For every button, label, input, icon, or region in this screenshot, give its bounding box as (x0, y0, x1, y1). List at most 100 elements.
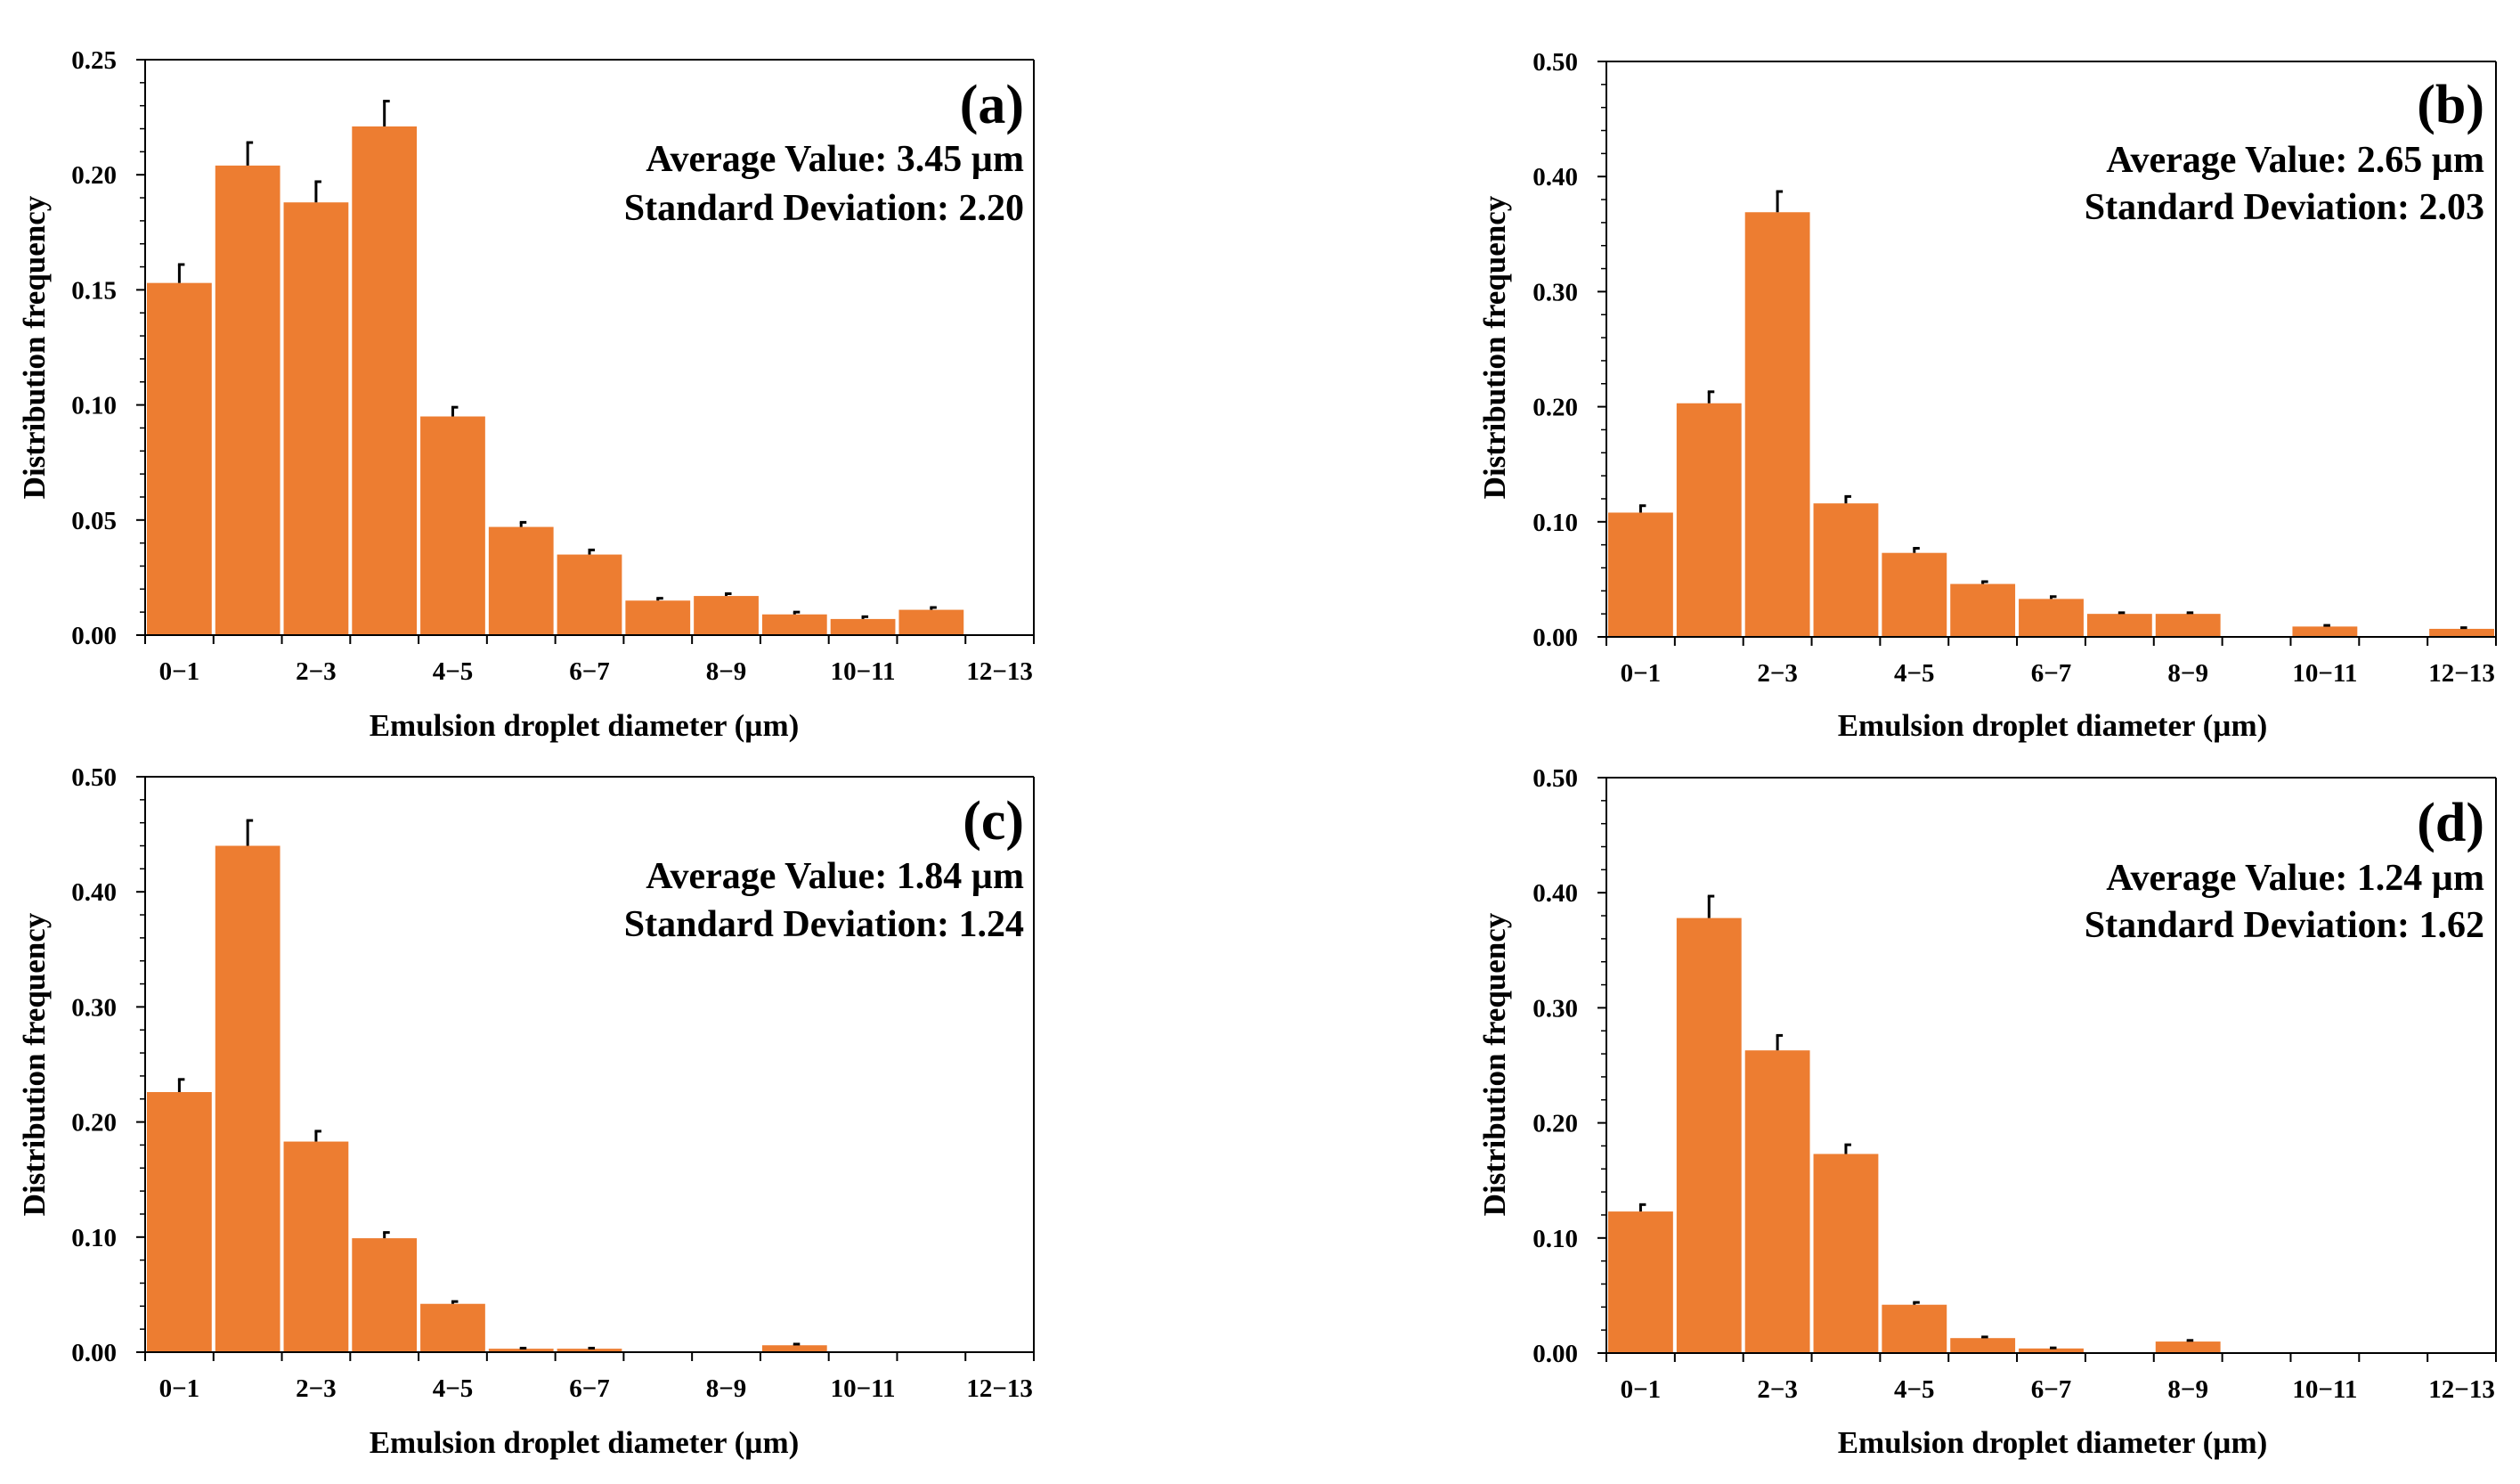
bar-5-6 (488, 1349, 554, 1352)
bar-8-9 (2155, 1341, 2221, 1353)
bar-11-12 (898, 609, 964, 635)
standard-deviation-text: Standard Deviation: 1.62 (2085, 905, 2484, 946)
x-tick-label: 2−3 (1757, 659, 1798, 688)
y-axis-label: Distribution frequency (1477, 912, 1512, 1216)
bar-3-4 (1813, 1154, 1879, 1353)
bar-5-6 (488, 526, 554, 635)
y-tick-label: 0.30 (71, 993, 117, 1022)
y-tick-label: 0.00 (1532, 624, 1578, 652)
x-tick-label: 8−9 (706, 1374, 747, 1403)
y-tick-label: 0.40 (1532, 879, 1578, 908)
y-axis-label: Distribution frequency (17, 195, 52, 499)
x-axis-label: Emulsion droplet diameter (µm) (1838, 708, 2268, 743)
x-axis-label: Emulsion droplet diameter (µm) (1838, 1425, 2268, 1460)
x-tick-label: 12−13 (966, 1374, 1033, 1403)
y-tick-label: 0.25 (71, 46, 117, 75)
x-tick-label: 0−1 (1621, 659, 1662, 688)
bar-1-2 (1676, 403, 1742, 637)
bar-1-2 (1676, 917, 1742, 1353)
bar-3-4 (352, 1238, 418, 1352)
chart-panel-a: (a) Average Value: 3.45 µm Standard Devi… (17, 46, 1035, 743)
x-tick-label: 4−5 (1894, 1375, 1935, 1404)
bar-6-7 (2019, 599, 2084, 637)
x-tick-label: 6−7 (569, 657, 610, 686)
bar-12-13 (2429, 628, 2494, 637)
x-tick-label: 0−1 (159, 1374, 200, 1403)
x-tick-label: 6−7 (569, 1374, 610, 1403)
bar-6-7 (557, 554, 622, 635)
x-tick-label: 10−11 (831, 1374, 896, 1403)
x-tick-label: 0−1 (1621, 1375, 1662, 1404)
bar-0-1 (1608, 1211, 1673, 1353)
y-axis-label: Distribution frequency (17, 912, 52, 1216)
x-tick-label: 2−3 (1757, 1375, 1798, 1404)
y-tick-label: 0.50 (1532, 764, 1578, 793)
bar-4-5 (1882, 1304, 1947, 1353)
bar-10-11 (830, 618, 896, 635)
x-tick-label: 10−11 (831, 657, 896, 686)
bar-2-3 (283, 202, 349, 635)
chart-panel-b: (b) Average Value: 2.65 µm Standard Devi… (1477, 48, 2497, 743)
bar-9-10 (761, 1345, 827, 1352)
bar-10-11 (2292, 626, 2358, 637)
x-tick-label: 6−7 (2031, 659, 2072, 688)
bar-5-6 (1950, 583, 2016, 637)
bar-9-10 (761, 614, 827, 635)
y-tick-label: 0.15 (71, 276, 117, 305)
x-tick-label: 12−13 (2428, 659, 2495, 688)
y-tick-label: 0.30 (1532, 278, 1578, 306)
average-value-text: Average Value: 1.84 µm (646, 856, 1024, 897)
panel-tag: (b) (2417, 75, 2484, 135)
bar-2-3 (283, 1141, 349, 1352)
x-axis-label: Emulsion droplet diameter (µm) (370, 708, 800, 743)
bar-6-7 (557, 1349, 622, 1352)
x-tick-label: 4−5 (433, 657, 474, 686)
x-tick-label: 8−9 (706, 657, 747, 686)
x-tick-label: 0−1 (159, 657, 200, 686)
y-tick-label: 0.20 (1532, 1110, 1578, 1138)
bar-8-9 (694, 596, 759, 635)
standard-deviation-text: Standard Deviation: 2.03 (2085, 187, 2484, 228)
chart-panel-c: (c) Average Value: 1.84 µm Standard Devi… (17, 763, 1035, 1460)
x-axis-label: Emulsion droplet diameter (µm) (370, 1425, 800, 1460)
standard-deviation-text: Standard Deviation: 1.24 (624, 904, 1024, 945)
y-tick-label: 0.00 (1532, 1340, 1578, 1368)
bar-7-8 (2086, 614, 2152, 637)
y-tick-label: 0.50 (71, 763, 117, 792)
y-tick-label: 0.40 (1532, 163, 1578, 192)
x-tick-label: 12−13 (2428, 1375, 2495, 1404)
bar-6-7 (2019, 1348, 2084, 1353)
bar-3-4 (352, 126, 418, 635)
y-tick-label: 0.10 (1532, 509, 1578, 537)
bar-2-3 (1744, 212, 1810, 637)
x-tick-label: 2−3 (296, 657, 337, 686)
y-tick-label: 0.10 (71, 1224, 117, 1252)
average-value-text: Average Value: 2.65 µm (2106, 140, 2484, 181)
x-tick-label: 10−11 (2292, 1375, 2357, 1404)
bar-3-4 (1813, 503, 1879, 637)
y-axis-label: Distribution frequency (1477, 195, 1512, 499)
panel-tag: (d) (2417, 793, 2484, 853)
x-tick-label: 12−13 (966, 657, 1033, 686)
panel-tag: (a) (960, 75, 1024, 135)
bar-4-5 (420, 1303, 485, 1352)
x-tick-label: 8−9 (2167, 659, 2208, 688)
y-tick-label: 0.20 (71, 1109, 117, 1137)
y-tick-label: 0.30 (1532, 994, 1578, 1023)
y-tick-label: 0.40 (71, 878, 117, 907)
bar-7-8 (625, 600, 691, 635)
y-tick-label: 0.00 (71, 622, 117, 650)
bar-0-1 (147, 282, 212, 635)
y-tick-label: 0.20 (71, 161, 117, 190)
y-tick-label: 0.05 (71, 507, 117, 535)
bar-2-3 (1744, 1050, 1810, 1353)
x-tick-label: 10−11 (2292, 659, 2357, 688)
bar-5-6 (1950, 1338, 2016, 1353)
bar-1-2 (215, 845, 280, 1352)
y-tick-label: 0.50 (1532, 48, 1578, 77)
x-tick-label: 2−3 (296, 1374, 337, 1403)
bar-4-5 (420, 416, 485, 635)
x-tick-label: 8−9 (2167, 1375, 2208, 1404)
bar-0-1 (1608, 512, 1673, 637)
chart-panel-d: (d) Average Value: 1.24 µm Standard Devi… (1477, 764, 2497, 1460)
